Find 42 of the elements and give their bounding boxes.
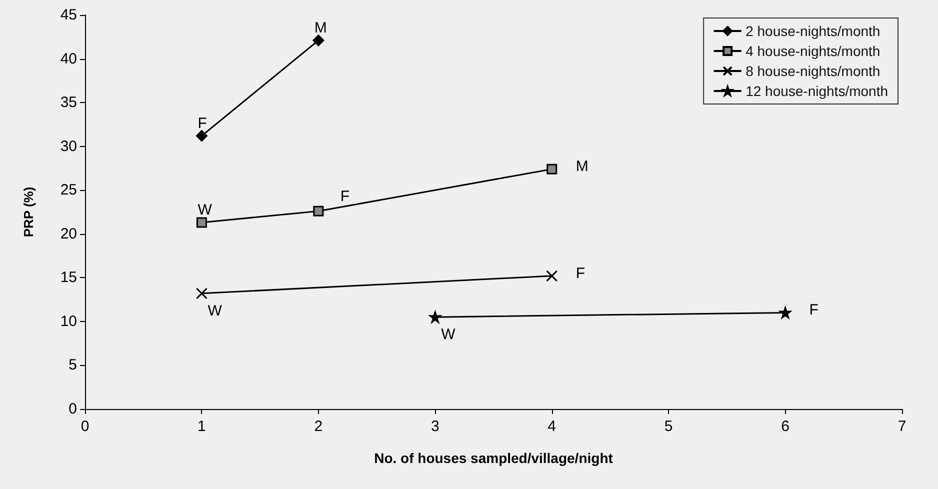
point [546,270,558,282]
y-tick-label: 0 [68,400,77,418]
annotation: F [198,114,207,132]
point [196,217,207,228]
legend-label: 8 house-nights/month [746,63,880,79]
y-tick-label: 20 [60,225,77,242]
point [196,288,208,300]
point [312,34,324,46]
y-tick-label: 35 [60,94,77,112]
y-tick-label: 40 [60,50,77,68]
annotation: F [340,188,350,206]
annotation: F [576,264,586,282]
annotation: F [809,302,818,319]
x-tick-label: 7 [898,418,906,435]
x-tick-label: 5 [664,418,673,435]
annotation: M [576,158,588,176]
legend-label: 2 house-nights/month [746,23,880,39]
point [313,206,324,216]
x-tick-label: 0 [80,418,90,435]
x-tick-label: 2 [314,418,323,435]
point [196,130,208,142]
point [429,311,441,323]
y-tick-label: 45 [60,6,77,24]
x-tick-label: 3 [430,418,440,435]
annotation: W [198,202,213,219]
y-axis-title: PRP (%) [21,186,36,238]
x-axis-title: No. of houses sampled/village/night [374,450,614,466]
y-tick-label: 10 [60,312,77,330]
point [546,164,558,174]
y-tick-label: 25 [60,182,77,199]
y-tick-label: 15 [60,269,77,286]
annotation: M [314,19,327,36]
legend-label: 12 house-nights/month [746,83,888,99]
y-tick-label: 30 [60,138,77,155]
annotation: W [208,302,223,320]
y-tick-label: 5 [68,356,77,374]
annotation: W [441,326,456,344]
x-tick-label: 6 [781,418,790,435]
x-tick-label: 4 [548,418,556,435]
point [780,306,792,318]
legend-label: 4 house-nights/month [746,43,880,59]
x-tick-label: 1 [198,418,206,435]
